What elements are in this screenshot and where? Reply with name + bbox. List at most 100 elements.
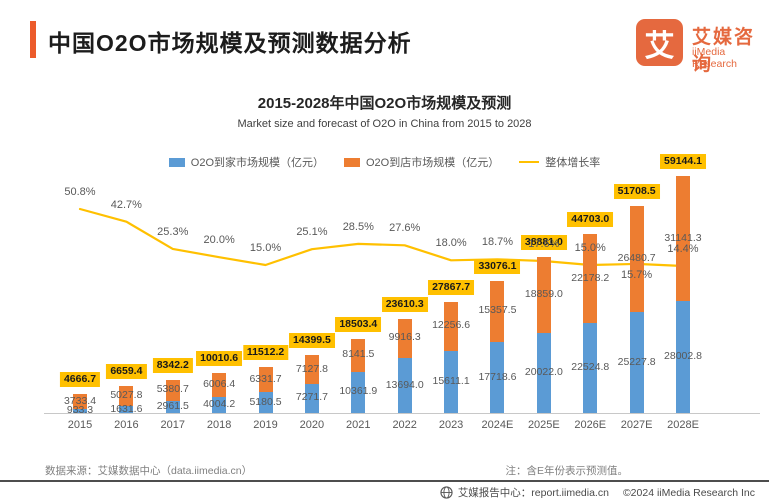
legend-label: O2O到店市场规模（亿元）	[366, 157, 500, 169]
orange-series-swatch-icon	[344, 157, 360, 167]
copyright-text: ©2024 iiMedia Research Inc	[622, 486, 755, 499]
bar-segment-home-2020	[304, 383, 319, 413]
total-value-label-2018: 10010.6	[196, 350, 243, 366]
home-value-label-2025E: 20022.0	[524, 365, 563, 378]
growth-rate-label-2021: 28.5%	[342, 220, 374, 233]
bar-segment-home-2018	[212, 396, 227, 413]
growth-rate-label-2027E: 15.7%	[621, 268, 653, 281]
growth-rate-label-2017: 25.3%	[157, 225, 189, 238]
growth-rate-label-2016: 42.7%	[110, 198, 142, 211]
logo-name-en: iiMedia Research	[692, 46, 737, 70]
legend-item-home-market: O2O到家市场规模（亿元）	[168, 154, 324, 170]
store-value-label-2016: 5027.8	[110, 389, 143, 402]
growth-rate-label-2028E: 14.4%	[667, 242, 699, 255]
growth-rate-label-2026E: 15.0%	[574, 242, 606, 255]
total-value-label-2016: 6659.4	[106, 364, 147, 380]
store-value-label-2019: 6331.7	[249, 372, 282, 385]
bar-segment-store-2015	[73, 394, 87, 410]
bar-segment-home-2024E	[490, 342, 505, 413]
bar-segment-home-2021	[351, 371, 366, 413]
bar-segment-home-2026E	[583, 322, 598, 413]
total-value-label-2019: 11512.2	[242, 344, 289, 360]
store-value-label-2023: 12256.6	[432, 319, 471, 332]
home-value-label-2022: 13694.0	[385, 378, 424, 391]
bar-segment-store-2023	[444, 301, 459, 351]
iimedia-globe-icon	[440, 486, 453, 499]
store-value-label-2015: 3733.4	[63, 394, 97, 407]
bar-segment-home-2028E	[676, 300, 690, 413]
bar-segment-home-2017	[165, 401, 180, 413]
bar-segment-store-2017	[165, 379, 180, 402]
total-value-label-2021: 18503.4	[335, 316, 382, 332]
chart-subtitle: Market size and forecast of O2O in China…	[237, 118, 532, 130]
total-value-label-2023: 27867.7	[428, 279, 475, 295]
bar-segment-store-2024E	[490, 280, 505, 343]
bar-segment-store-2025E	[536, 257, 551, 333]
bar-segment-home-2027E	[629, 312, 644, 413]
bar-segment-store-2021	[351, 338, 366, 372]
home-value-label-2023: 15611.1	[432, 374, 470, 387]
store-value-label-2022: 9916.3	[388, 331, 421, 344]
x-axis-label-2017: 2017	[160, 419, 185, 431]
growth-rate-label-2018: 20.0%	[203, 234, 235, 247]
growth-rate-label-2023: 18.0%	[435, 237, 467, 250]
total-value-label-2017: 8342.2	[152, 357, 193, 373]
x-axis-label-2023: 2023	[438, 419, 464, 431]
x-axis-label-2015: 2015	[67, 419, 93, 431]
legend-item-store-market: O2O到店市场规模（亿元）	[344, 154, 499, 170]
x-axis-label-2028E: 2028E	[667, 419, 699, 431]
x-axis-label-2020: 2020	[299, 419, 325, 431]
legend-label: O2O到家市场规模（亿元）	[190, 157, 324, 169]
bar-segment-store-2022	[397, 318, 412, 359]
bar-segment-store-2026E	[583, 234, 598, 323]
store-value-label-2025E: 18859.0	[524, 288, 563, 301]
home-value-label-2017: 2961.5	[156, 400, 189, 413]
bottom-bar: 艾媒报告中心：report.iimedia.cn ©2024 iiMedia R…	[440, 485, 755, 500]
x-axis-label-2018: 2018	[206, 419, 232, 431]
footer-divider	[0, 480, 769, 482]
bar-segment-home-2025E	[536, 332, 551, 413]
bar-segment-store-2028E	[676, 176, 690, 301]
home-value-label-2015: 933.3	[66, 404, 94, 417]
total-value-label-2027E: 51708.5	[613, 184, 660, 200]
growth-rate-label-2025E: 17.6%	[528, 237, 560, 250]
total-value-label-2015: 4666.7	[59, 372, 101, 388]
title-accent-bar	[30, 21, 36, 58]
x-axis-label-2019: 2019	[253, 419, 278, 431]
bar-segment-store-2018	[212, 372, 227, 397]
x-axis-line	[44, 413, 760, 414]
growth-rate-label-2019: 15.0%	[249, 242, 282, 255]
blue-series-swatch-icon	[168, 157, 185, 167]
bar-segment-store-2016	[119, 386, 134, 407]
growth-rate-label-2022: 27.6%	[389, 222, 421, 235]
x-axis-label-2024E: 2024E	[481, 419, 514, 431]
iimedia-logo-icon: 艾	[636, 19, 683, 66]
x-axis-label-2027E: 2027E	[620, 419, 653, 431]
legend-item-growth-rate: 整体增长率	[519, 154, 600, 170]
store-value-label-2020: 7127.8	[295, 362, 328, 375]
home-value-label-2024E: 17718.6	[478, 370, 517, 383]
store-value-label-2027E: 26480.7	[617, 252, 656, 265]
growth-line-swatch-icon	[519, 160, 540, 164]
growth-rate-label-2024E: 18.7%	[481, 236, 514, 249]
page-title: 中国O2O市场规模及预测数据分析	[48, 30, 412, 56]
bar-segment-home-2019	[258, 392, 273, 413]
home-value-label-2026E: 22524.8	[571, 360, 610, 373]
logo-name-cn: 艾媒咨询	[692, 27, 756, 75]
home-value-label-2028E: 28002.8	[664, 349, 702, 362]
home-value-label-2021: 10361.9	[339, 385, 378, 398]
bar-segment-store-2019	[258, 366, 273, 393]
x-axis-label-2021: 2021	[346, 419, 371, 431]
store-value-label-2018: 6006.4	[203, 377, 236, 390]
total-value-label-2026E: 44703.0	[567, 212, 614, 228]
logo-glyph: 艾	[644, 29, 675, 63]
total-value-label-2024E: 33076.1	[474, 258, 521, 274]
x-axis-label-2016: 2016	[114, 419, 139, 431]
bar-segment-store-2020	[304, 355, 319, 384]
x-axis-label-2026E: 2026E	[574, 419, 607, 431]
total-value-label-2028E: 59144.1	[660, 154, 706, 170]
x-axis-label-2022: 2022	[392, 419, 417, 431]
home-value-label-2016: 1631.6	[110, 402, 143, 415]
chart-legend: O2O到家市场规模（亿元） O2O到店市场规模（亿元） 整体增长率	[0, 154, 769, 170]
